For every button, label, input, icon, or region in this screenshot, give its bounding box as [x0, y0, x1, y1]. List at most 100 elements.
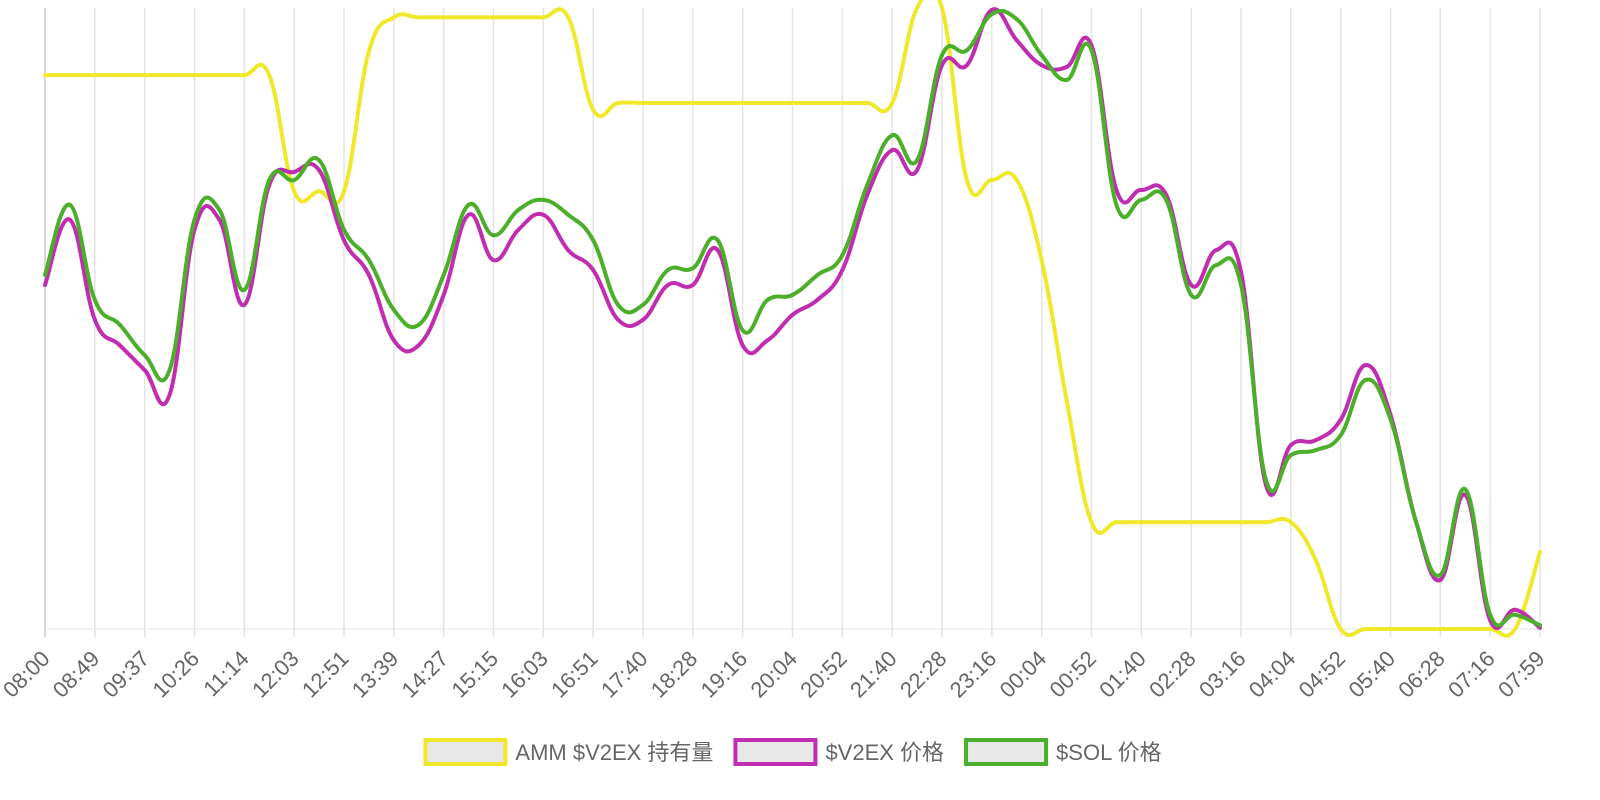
point: [715, 101, 720, 106]
point: [1064, 397, 1069, 402]
point: [1139, 187, 1144, 192]
point: [391, 307, 396, 312]
x-tick-label: 10:26: [147, 646, 204, 703]
x-tick-label: 15:15: [446, 646, 503, 703]
point: [1039, 53, 1044, 58]
point: [1513, 627, 1518, 631]
point: [391, 15, 396, 20]
point: [366, 258, 371, 263]
point: [1438, 627, 1443, 631]
point: [815, 297, 820, 302]
x-tick-label: 01:40: [1094, 646, 1151, 703]
point: [1388, 417, 1393, 422]
point: [242, 302, 247, 307]
point: [890, 148, 895, 153]
x-tick-label: 07:16: [1443, 646, 1500, 703]
point: [665, 282, 670, 287]
point: [840, 101, 845, 106]
point: [466, 212, 471, 217]
point: [292, 189, 297, 194]
point: [566, 248, 571, 253]
x-tick-label: 04:52: [1294, 646, 1351, 703]
point: [192, 73, 197, 78]
point: [890, 133, 895, 138]
point: [92, 297, 97, 302]
point: [117, 322, 122, 327]
point: [1014, 17, 1019, 22]
point: [591, 238, 596, 243]
point: [1214, 263, 1219, 268]
point: [466, 202, 471, 207]
point: [964, 48, 969, 53]
point: [317, 168, 322, 173]
point: [43, 73, 47, 78]
point: [1463, 627, 1468, 631]
point: [840, 268, 845, 273]
x-tick-label: 19:16: [696, 646, 753, 703]
x-tick-label: 09:37: [98, 646, 155, 703]
legend-item: $SOL 价格: [964, 738, 1162, 766]
point: [1513, 607, 1518, 612]
point: [43, 282, 47, 287]
x-tick-label: 11:14: [198, 646, 253, 701]
point: [1513, 612, 1518, 617]
point: [790, 101, 795, 106]
x-tick-label: 08:49: [48, 646, 105, 703]
point: [366, 273, 371, 278]
point: [1189, 520, 1194, 525]
point: [1288, 520, 1293, 525]
point: [416, 322, 421, 327]
point: [740, 328, 745, 333]
point: [491, 15, 496, 20]
point: [740, 101, 745, 106]
point: [1014, 38, 1019, 43]
point: [865, 192, 870, 197]
x-tick-label: 03:16: [1194, 646, 1251, 703]
point: [117, 343, 122, 348]
point: [1463, 487, 1468, 492]
point: [516, 207, 521, 212]
point: [1189, 292, 1194, 297]
point: [715, 248, 720, 253]
point: [815, 273, 820, 278]
point: [242, 73, 247, 78]
legend-label: $V2EX 价格: [825, 740, 944, 765]
point: [292, 169, 297, 174]
legend-item: $V2EX 价格: [733, 738, 944, 766]
legend-label: $SOL 价格: [1056, 740, 1162, 765]
point: [915, 6, 920, 10]
point: [1338, 417, 1343, 422]
point: [665, 268, 670, 273]
point: [142, 73, 147, 78]
point: [964, 178, 969, 183]
point: [441, 15, 446, 20]
point: [989, 7, 994, 12]
point: [1239, 282, 1243, 287]
point: [217, 207, 222, 212]
point: [416, 343, 421, 348]
x-tick-label: 07:59: [1493, 646, 1550, 703]
x-tick-label: 00:04: [995, 646, 1052, 703]
point: [292, 178, 297, 183]
point: [1039, 63, 1044, 68]
point: [1114, 520, 1119, 525]
point: [1039, 258, 1044, 263]
point: [790, 312, 795, 317]
x-tick-label: 08:00: [0, 646, 55, 703]
point: [317, 189, 322, 194]
point: [1313, 558, 1318, 563]
point: [765, 297, 770, 302]
legend-swatch: [423, 738, 508, 766]
point: [516, 15, 521, 20]
point: [1089, 520, 1094, 525]
point: [441, 292, 446, 297]
point: [1438, 572, 1443, 577]
point: [1114, 187, 1119, 192]
point: [1189, 282, 1194, 287]
legend-label: AMM $V2EX 持有量: [515, 740, 713, 765]
point: [1363, 363, 1368, 368]
point: [989, 178, 994, 183]
point: [1014, 178, 1019, 183]
point: [1488, 627, 1493, 631]
point: [491, 233, 496, 238]
